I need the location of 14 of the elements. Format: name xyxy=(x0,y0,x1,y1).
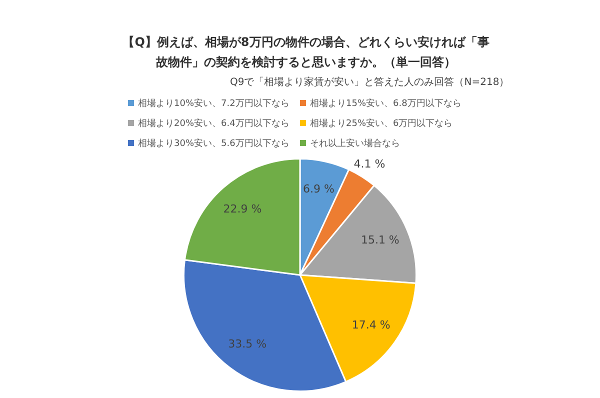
legend-label: 相場より10%安い、7.2万円以下なら xyxy=(138,98,290,110)
chart-title: 【Q】例えば、相場が8万円の物件の場合、どれくらい安ければ「事故物件」の契約を検討すると思いますか。（単一回答） xyxy=(122,34,490,71)
legend-label: 相場より25%安い、6万円以下なら xyxy=(310,118,453,130)
legend-label: 相場より30%安い、5.6万円以下なら xyxy=(138,138,290,150)
chart-subtitle: Q9で「相場より家賃が安い」と答えた人のみ回答（N=218） xyxy=(230,76,510,89)
data-label: 4.1 % xyxy=(354,158,386,171)
legend-label: それ以上安い場合なら xyxy=(310,138,400,150)
data-label: 6.9 % xyxy=(303,182,334,196)
legend-label: 相場より15%安い、6.8万円以下なら xyxy=(310,98,462,110)
data-label: 17.4 % xyxy=(352,318,390,332)
data-label: 33.5 % xyxy=(228,337,267,350)
data-label: 22.9 % xyxy=(223,202,262,216)
legend-label: 相場より20%安い、6.4万円以下なら xyxy=(138,118,290,130)
data-label: 15.1 % xyxy=(360,234,400,247)
